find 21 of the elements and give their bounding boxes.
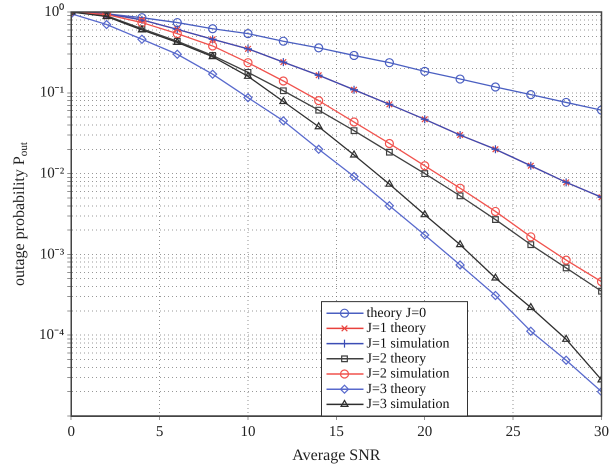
x-tick-label: 15 <box>328 424 344 440</box>
y-tick-label: 10⁻¹ <box>40 84 64 101</box>
x-tick-label: 5 <box>156 424 164 440</box>
x-tick-label: 25 <box>506 424 521 440</box>
y-tick-label: 10⁻⁴ <box>38 327 64 344</box>
x-tick-label: 10 <box>240 424 256 440</box>
legend-label: J=1 theory <box>366 321 426 336</box>
y-tick-label: 10⁻³ <box>40 246 65 262</box>
legend-label: J=3 simulation <box>366 397 450 412</box>
legend-label: J=1 simulation <box>366 336 450 352</box>
legend-label: J=2 theory <box>366 351 426 366</box>
x-axis-title: Average SNR <box>292 447 381 464</box>
legend-label: J=3 theory <box>366 382 426 397</box>
x-tick-label: 30 <box>594 424 609 440</box>
y-axis-title: outage probability Pout <box>11 141 30 286</box>
y-tick-label: 10⁰ <box>44 2 64 20</box>
legend-label: theory J=0 <box>366 306 426 321</box>
x-tick-label: 0 <box>67 424 75 440</box>
legend-label: J=2 simulation <box>366 366 450 382</box>
x-tick-label: 20 <box>417 424 432 440</box>
y-tick-label: 10⁻² <box>40 166 65 182</box>
